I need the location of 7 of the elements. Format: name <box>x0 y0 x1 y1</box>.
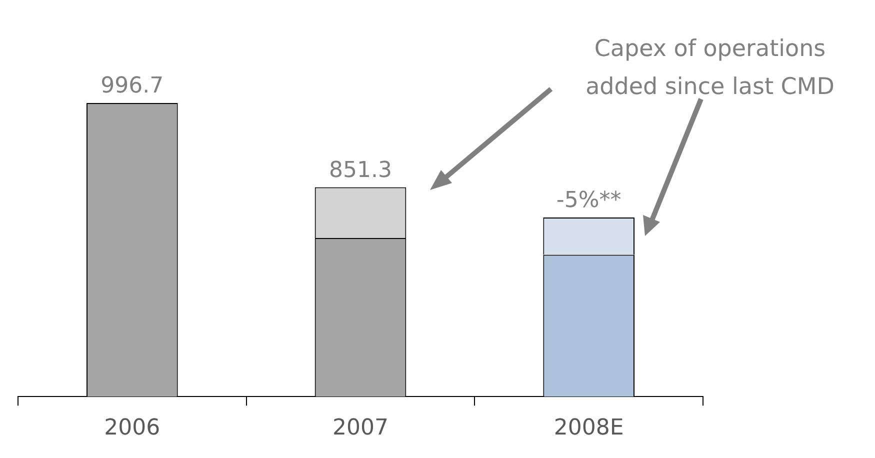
x-tick-label: 2006 <box>104 416 160 441</box>
annotation: -5%** <box>556 188 622 214</box>
text: 996.7 <box>100 74 164 99</box>
x-tick-label: 2007 <box>332 416 388 441</box>
annotation: 851.3 <box>329 158 392 183</box>
x-tick-label: 2008E <box>554 416 624 441</box>
text: Capex of operations added since last CMD <box>584 35 836 102</box>
